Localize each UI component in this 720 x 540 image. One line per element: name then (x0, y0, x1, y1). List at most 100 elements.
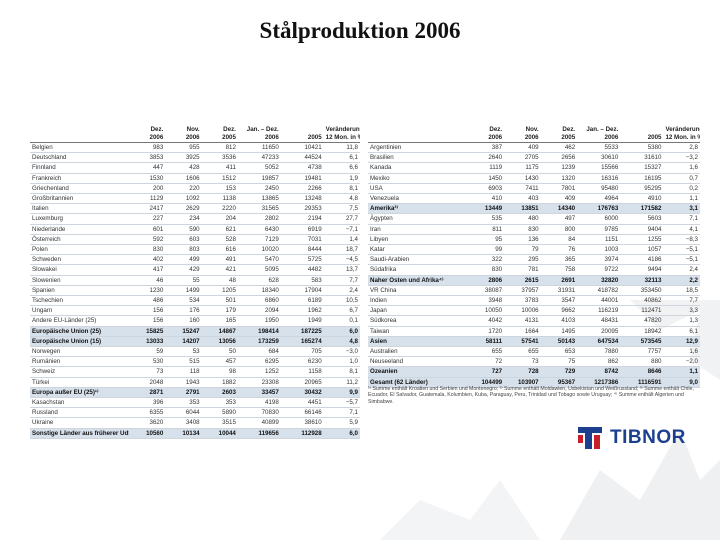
table-row: Neuseeland 72 73 75 862 880 −2,0 (368, 356, 700, 368)
column-header: 2006 (504, 134, 541, 143)
cell: 601 (129, 224, 166, 235)
cell: 1057 (620, 244, 664, 256)
cell: 8,1 (323, 366, 360, 378)
cell: 17904 (280, 285, 324, 297)
table-row: Andere EU-Länder (25) 156 160 165 1950 1949 0,… (30, 315, 360, 327)
table-row: Norwegen 59 53 50 684 705 −3,0 (30, 346, 360, 358)
cell: 616 (201, 244, 238, 256)
cell: 136 (504, 234, 541, 246)
cell: 2656 (540, 152, 578, 164)
cell: 486 (129, 295, 166, 307)
row-label: Taiwan (368, 326, 468, 337)
cell: 75 (540, 356, 578, 368)
cell: 3974 (577, 254, 621, 266)
cell: 2806 (467, 275, 505, 286)
cell: 583 (280, 275, 324, 286)
cell: 402 (129, 254, 166, 266)
column-header: 2005 (620, 134, 664, 143)
table-row: Australien 655 655 653 7880 7757 1,6 (368, 346, 700, 358)
cell: 0,7 (663, 173, 700, 184)
table-row: Kasachstan 396 353 353 4198 4451 −5,7 (30, 397, 360, 409)
cell: 1252 (237, 366, 281, 378)
cell: 10134 (165, 428, 202, 439)
cell: 200 (129, 183, 166, 195)
table-row: Saudi-Arabien 322 295 365 3974 4186 −5,1 (368, 254, 700, 266)
cell: 13056 (201, 336, 238, 348)
cell: 409 (504, 142, 541, 154)
row-label: VR China (368, 285, 468, 297)
cell: 46 (129, 275, 166, 286)
row-label: Ozeanien (368, 366, 468, 378)
header-row: Dez. Nov. Dez. Jan. – Dez. Veränderung (30, 126, 360, 134)
row-label: Europäische Union (15) (30, 336, 129, 348)
row-label: Deutschland (30, 152, 129, 164)
cell: 47233 (237, 152, 281, 164)
cell: 462 (540, 142, 578, 154)
cell: 20965 (280, 377, 324, 388)
cell: 32820 (577, 275, 621, 286)
cell: 2791 (165, 387, 202, 399)
cell: 53 (165, 346, 202, 358)
cell: 15825 (129, 326, 166, 337)
cell: 2,8 (663, 142, 700, 154)
cell: 2603 (201, 387, 238, 399)
cell: 2705 (504, 152, 541, 164)
cell: 1116591 (620, 377, 664, 388)
cell: 2450 (237, 183, 281, 195)
cell: 1158 (280, 366, 324, 378)
table-row: Japan 10050 10006 9662 116219 112471 3,3 (368, 305, 700, 317)
column-header: 2006 (237, 134, 281, 143)
row-label: Iran (368, 224, 468, 235)
cell: 9404 (620, 224, 664, 235)
cell: 5052 (237, 162, 281, 174)
cell: 1499 (165, 285, 202, 297)
cell: 8646 (620, 366, 664, 378)
cell: 628 (237, 275, 281, 286)
cell: 403 (504, 193, 541, 205)
row-label: Italien (30, 203, 129, 215)
cell: 6,6 (323, 162, 360, 174)
row-label: Luxemburg (30, 213, 129, 225)
cell: 176 (165, 305, 202, 317)
table-row: Ungarn 156 176 179 2094 1962 6,7 (30, 305, 360, 317)
cell: 1205 (201, 285, 238, 297)
table-row: Kanada 1119 1175 1239 15566 15327 1,6 (368, 162, 700, 174)
column-header: Jan. – Dez. (246, 126, 279, 133)
cell: 2871 (129, 387, 166, 399)
cell: 2640 (467, 152, 505, 164)
cell: 811 (467, 224, 505, 235)
cell: 103907 (504, 377, 541, 388)
cell: 29353 (280, 203, 324, 215)
cell: 6860 (237, 295, 281, 307)
row-label: Gesamt (62 Länder) (368, 377, 468, 388)
header-row: 2006 2006 2005 2006 2005 12 Mon. in % (368, 134, 700, 143)
row-label: Europa außer EU (25)¹⁾ (30, 387, 129, 399)
table-row: Deutschland 3853 3925 3536 47233 44524 6,1 (30, 152, 360, 164)
cell: 30610 (577, 152, 621, 164)
cell: 983 (129, 142, 166, 154)
cell: 410 (467, 193, 505, 205)
row-label: Niederlande (30, 224, 129, 235)
cell: 10006 (504, 305, 541, 317)
cell: 13449 (467, 203, 505, 215)
table-row: Rumänien 530 515 457 6295 6230 1,0 (30, 356, 360, 368)
cell: 23308 (237, 377, 281, 388)
cell: 6,1 (663, 326, 700, 337)
cell: 429 (165, 264, 202, 276)
cell: 19481 (280, 173, 324, 184)
cell: 156 (129, 315, 166, 327)
table-row: Indien 3948 3783 3547 44001 40862 7,7 (368, 295, 700, 307)
cell: −5,7 (323, 397, 360, 409)
cell: 4,1 (663, 224, 700, 235)
cell: 165274 (280, 336, 324, 348)
cell: 6189 (280, 295, 324, 307)
cell: 10020 (237, 244, 281, 256)
row-label: Türkei (30, 377, 129, 388)
table-row: Italien 2417 2629 2220 31565 29353 7,5 (30, 203, 360, 215)
cell: 9662 (540, 305, 578, 317)
cell: 4198 (237, 397, 281, 409)
cell: 18,5 (663, 285, 700, 297)
cell: 1430 (504, 173, 541, 184)
cell: 10050 (467, 305, 505, 317)
